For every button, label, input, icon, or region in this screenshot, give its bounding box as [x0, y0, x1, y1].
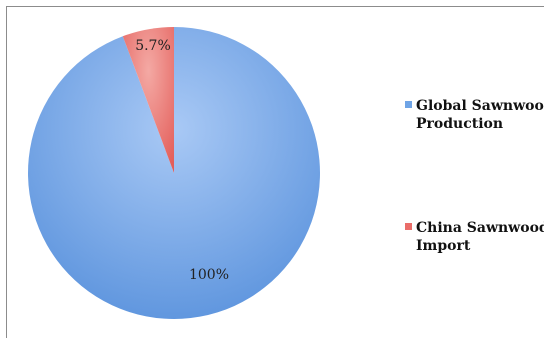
legend-label: Global Sawnwood Production — [416, 98, 544, 132]
data-label-global-production: 100% — [189, 267, 229, 283]
legend-swatch — [405, 101, 412, 108]
data-label-china-import: 5.7% — [135, 38, 171, 54]
legend: Global Sawnwood Production China Sawnwood I… — [405, 98, 544, 254]
pie-slice-china-import — [122, 27, 174, 173]
pie-slice-global-production — [27, 27, 320, 319]
legend-swatch — [405, 223, 412, 230]
legend-label: China Sawnwood Import — [416, 220, 544, 254]
pie-slices — [27, 27, 320, 319]
pie-data-labels: 100% 5.7% — [135, 38, 229, 283]
chart-frame — [6, 6, 544, 338]
